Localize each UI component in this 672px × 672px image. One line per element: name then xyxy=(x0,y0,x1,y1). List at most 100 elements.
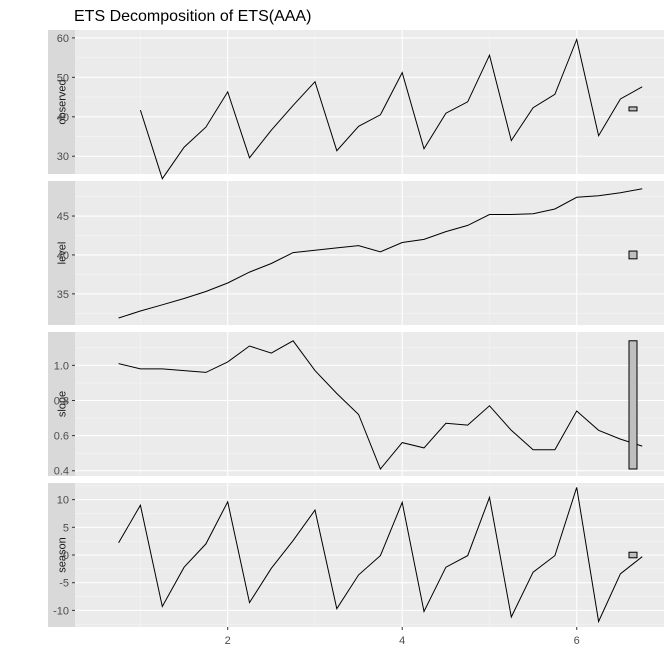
data-point xyxy=(357,125,359,127)
data-point xyxy=(423,148,425,150)
data-point xyxy=(357,413,359,415)
data-point xyxy=(445,230,447,232)
data-point xyxy=(292,340,294,342)
panel-background xyxy=(75,332,664,476)
data-point xyxy=(336,608,338,610)
data-point xyxy=(488,213,490,215)
panel-strip xyxy=(48,483,75,627)
y-tick-label: 35 xyxy=(57,289,69,301)
data-point xyxy=(183,566,185,568)
panel-strip-label: slope xyxy=(57,391,69,417)
data-point xyxy=(423,447,425,449)
data-point xyxy=(532,571,534,573)
data-point xyxy=(510,139,512,141)
data-point xyxy=(139,368,141,370)
series-line-slope xyxy=(118,340,643,470)
y-tick-label: -5 xyxy=(59,578,69,590)
panel-season: season -10 -5 0 5 10 xyxy=(48,483,664,627)
data-point xyxy=(554,554,556,556)
scale-bar xyxy=(628,250,638,260)
data-point xyxy=(445,422,447,424)
data-point xyxy=(205,290,207,292)
data-point xyxy=(554,448,556,450)
data-point xyxy=(183,369,185,371)
data-point xyxy=(139,504,141,506)
data-point xyxy=(488,496,490,498)
data-point xyxy=(619,573,621,575)
data-point xyxy=(227,361,229,363)
data-point xyxy=(270,567,272,569)
data-point xyxy=(401,71,403,73)
data-point xyxy=(641,445,643,447)
scale-bar xyxy=(628,340,638,470)
data-point xyxy=(205,371,207,373)
data-point xyxy=(205,543,207,545)
data-point xyxy=(401,241,403,243)
data-point xyxy=(379,468,381,470)
scale-bar xyxy=(628,106,638,112)
panel-level: level 35 40 45 xyxy=(48,181,664,325)
data-point xyxy=(161,605,163,607)
data-point xyxy=(270,129,272,131)
panel-strip xyxy=(48,181,75,325)
data-point xyxy=(532,448,534,450)
x-tick-label: 2 xyxy=(225,635,231,647)
data-point xyxy=(510,616,512,618)
data-point xyxy=(292,539,294,541)
data-point xyxy=(641,188,643,190)
series-line-season xyxy=(118,487,643,624)
series-line-observed xyxy=(139,37,643,180)
panel-background xyxy=(75,181,664,325)
y-tick-label: 40 xyxy=(57,250,69,262)
data-point xyxy=(336,150,338,152)
y-tick-label: 0.8 xyxy=(54,395,69,407)
scale-bar xyxy=(628,551,638,559)
x-tick-label: 6 xyxy=(574,635,580,647)
data-point xyxy=(183,297,185,299)
data-point xyxy=(401,441,403,443)
panel-strip-label: season xyxy=(57,537,69,572)
data-point xyxy=(488,54,490,56)
data-point xyxy=(576,486,578,488)
data-point xyxy=(227,282,229,284)
data-point xyxy=(117,542,119,544)
panel-strip xyxy=(48,332,75,476)
y-tick-label: 10 xyxy=(57,495,69,507)
panels: observed30405060level354045slope0.40.60.… xyxy=(48,30,664,627)
data-point xyxy=(510,213,512,215)
y-tick-label: 60 xyxy=(57,33,69,45)
y-tick-label: 45 xyxy=(57,211,69,223)
data-point xyxy=(401,501,403,503)
data-point xyxy=(532,212,534,214)
x-axis: 2 4 6 xyxy=(225,627,580,647)
data-point xyxy=(248,345,250,347)
data-point xyxy=(117,317,119,319)
data-point xyxy=(314,369,316,371)
y-tick-label: 0.4 xyxy=(54,466,69,478)
panel-strip xyxy=(48,30,75,174)
data-point xyxy=(597,135,599,137)
y-tick-label: 40 xyxy=(57,112,69,124)
data-point xyxy=(619,98,621,100)
data-point xyxy=(554,93,556,95)
data-point xyxy=(466,101,468,103)
data-point xyxy=(336,392,338,394)
data-point xyxy=(597,620,599,622)
data-point xyxy=(292,104,294,106)
y-tick-label: 5 xyxy=(63,522,69,534)
data-point xyxy=(161,368,163,370)
data-point xyxy=(619,438,621,440)
data-point xyxy=(139,109,141,111)
data-point xyxy=(641,555,643,557)
data-point xyxy=(248,157,250,159)
data-point xyxy=(510,429,512,431)
series-line-level xyxy=(118,188,643,319)
data-point xyxy=(117,362,119,364)
data-point xyxy=(314,509,316,511)
data-point xyxy=(161,178,163,180)
data-point xyxy=(248,601,250,603)
data-point xyxy=(445,112,447,114)
data-point xyxy=(445,566,447,568)
panel-observed: observed 30 40 50 60 xyxy=(48,30,664,180)
